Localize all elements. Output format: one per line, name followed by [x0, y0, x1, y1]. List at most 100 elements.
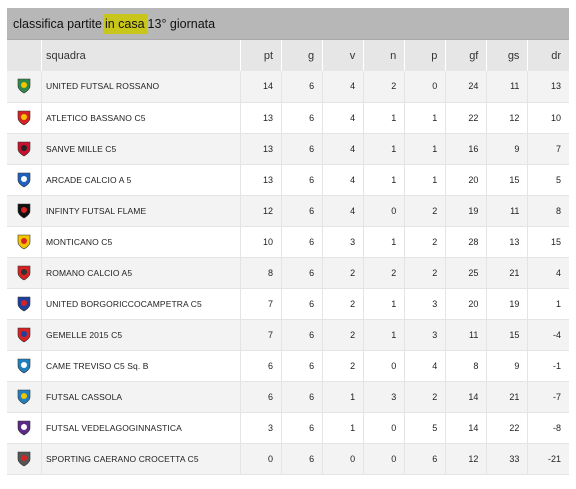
team-name[interactable]: CAME TREVISO C5 Sq. B [41, 350, 241, 381]
crest-icon [17, 420, 31, 435]
crest-icon [17, 234, 31, 249]
stat-n: 1 [363, 288, 406, 319]
stat-gs: 12 [486, 102, 529, 133]
header-v[interactable]: v [322, 40, 365, 71]
header-g[interactable]: g [281, 40, 324, 71]
crest-icon [17, 358, 31, 373]
team-name[interactable]: ATLETICO BASSANO C5 [41, 102, 241, 133]
table-row[interactable]: ARCADE CALCIO A 5 13 6 4 1 1 20 15 5 [7, 164, 569, 195]
team-name[interactable]: MONTICANO C5 [41, 226, 241, 257]
stat-gs: 9 [486, 133, 529, 164]
team-crest-cell [7, 102, 42, 133]
team-name[interactable]: UNITED FUTSAL ROSSANO [41, 71, 241, 102]
stat-dr: 15 [550, 236, 561, 247]
stat-dr: 8 [555, 205, 561, 216]
team-name[interactable]: INFINTY FUTSAL FLAME [41, 195, 241, 226]
table-row[interactable]: GEMELLE 2015 C5 7 6 2 1 3 11 15 -4 [7, 319, 569, 350]
stat-n: 2 [363, 257, 406, 288]
standings-body: UNITED FUTSAL ROSSANO 14 6 4 2 0 24 11 13 ATLETIC… [7, 71, 569, 474]
stat-gs: 19 [486, 288, 529, 319]
team-name[interactable]: FUTSAL CASSOLA [41, 381, 241, 412]
stat-gf: 19 [445, 195, 488, 226]
table-row[interactable]: FUTSAL CASSOLA 6 6 1 3 2 14 21 -7 [7, 381, 569, 412]
header-logo [7, 40, 42, 71]
stat-gf: 24 [445, 71, 488, 102]
stat-g: 6 [281, 195, 324, 226]
stat-gf: 20 [445, 164, 488, 195]
team-name[interactable]: SANVE MILLE C5 [41, 133, 241, 164]
team-name[interactable]: ARCADE CALCIO A 5 [41, 164, 241, 195]
table-row[interactable]: ROMANO CALCIO A5 8 6 2 2 2 25 21 4 [7, 257, 569, 288]
stat-pt: 13 [240, 164, 283, 195]
stat-v: 4 [322, 71, 365, 102]
stat-gf: 20 [445, 288, 488, 319]
header-dr[interactable]: dr [551, 49, 561, 62]
header-n[interactable]: n [363, 40, 406, 71]
team-name[interactable]: FUTSAL VEDELAGOGINNASTICA [41, 412, 241, 443]
stat-p: 1 [404, 102, 447, 133]
title-prefix: classifica partite [13, 16, 102, 31]
stat-v: 2 [322, 288, 365, 319]
stat-dr: -21 [547, 453, 561, 464]
stat-gf: 11 [445, 319, 488, 350]
header-p[interactable]: p [404, 40, 447, 71]
stat-pt: 6 [240, 381, 283, 412]
stat-p: 2 [404, 257, 447, 288]
team-name[interactable]: GEMELLE 2015 C5 [41, 319, 241, 350]
stat-v: 2 [322, 257, 365, 288]
team-crest-cell [7, 71, 42, 102]
stat-p: 3 [404, 319, 447, 350]
stat-n: 0 [363, 350, 406, 381]
stat-p: 5 [404, 412, 447, 443]
table-row[interactable]: UNITED BORGORICCOCAMPETRA C5 7 6 2 1 3 20 19 1 [7, 288, 569, 319]
stat-g: 6 [281, 288, 324, 319]
stat-g: 6 [281, 102, 324, 133]
stat-gf: 28 [445, 226, 488, 257]
table-row[interactable]: CAME TREVISO C5 Sq. B 6 6 2 0 4 8 9 -1 [7, 350, 569, 381]
stat-dr: 13 [550, 81, 561, 92]
stat-p: 2 [404, 226, 447, 257]
stat-pt: 12 [240, 195, 283, 226]
crest-icon [17, 327, 31, 342]
stat-gf: 8 [445, 350, 488, 381]
header-gf[interactable]: gf [445, 40, 488, 71]
stat-g: 6 [281, 350, 324, 381]
stat-n: 3 [363, 381, 406, 412]
stat-n: 1 [363, 133, 406, 164]
stat-v: 1 [322, 381, 365, 412]
crest-icon [17, 110, 31, 125]
stat-n: 1 [363, 164, 406, 195]
team-crest-cell [7, 226, 42, 257]
stat-p: 2 [404, 381, 447, 412]
table-row[interactable]: INFINTY FUTSAL FLAME 12 6 4 0 2 19 11 8 [7, 195, 569, 226]
team-name[interactable]: ROMANO CALCIO A5 [41, 257, 241, 288]
team-name[interactable]: UNITED BORGORICCOCAMPETRA C5 [41, 288, 241, 319]
team-name[interactable]: SPORTING CAERANO CROCETTA C5 [41, 443, 241, 474]
table-row[interactable]: SPORTING CAERANO CROCETTA C5 0 6 0 0 6 12 33 -21 [7, 443, 569, 474]
stat-dr: -4 [552, 329, 561, 340]
header-pt[interactable]: pt [240, 40, 283, 71]
stat-dr: 4 [555, 267, 561, 278]
table-row[interactable]: UNITED FUTSAL ROSSANO 14 6 4 2 0 24 11 13 [7, 71, 569, 102]
stat-v: 4 [322, 164, 365, 195]
stat-g: 6 [281, 443, 324, 474]
stat-gf: 14 [445, 412, 488, 443]
standings-title: classifica partite in casa 13° giornata [7, 8, 569, 40]
stat-g: 6 [281, 133, 324, 164]
header-gs[interactable]: gs [486, 40, 529, 71]
stat-v: 3 [322, 226, 365, 257]
stat-gs: 11 [486, 195, 529, 226]
table-row[interactable]: FUTSAL VEDELAGOGINNASTICA 3 6 1 0 5 14 22 -8 [7, 412, 569, 443]
crest-icon [17, 265, 31, 280]
stat-gs: 21 [486, 381, 529, 412]
stat-p: 3 [404, 288, 447, 319]
crest-icon [17, 172, 31, 187]
table-row[interactable]: ATLETICO BASSANO C5 13 6 4 1 1 22 12 10 [7, 102, 569, 133]
stat-gf: 16 [445, 133, 488, 164]
stat-gs: 22 [486, 412, 529, 443]
stat-dr: 1 [555, 298, 561, 309]
header-squadra[interactable]: squadra [41, 40, 241, 71]
table-row[interactable]: SANVE MILLE C5 13 6 4 1 1 16 9 7 [7, 133, 569, 164]
table-row[interactable]: MONTICANO C5 10 6 3 1 2 28 13 15 [7, 226, 569, 257]
stat-pt: 3 [240, 412, 283, 443]
